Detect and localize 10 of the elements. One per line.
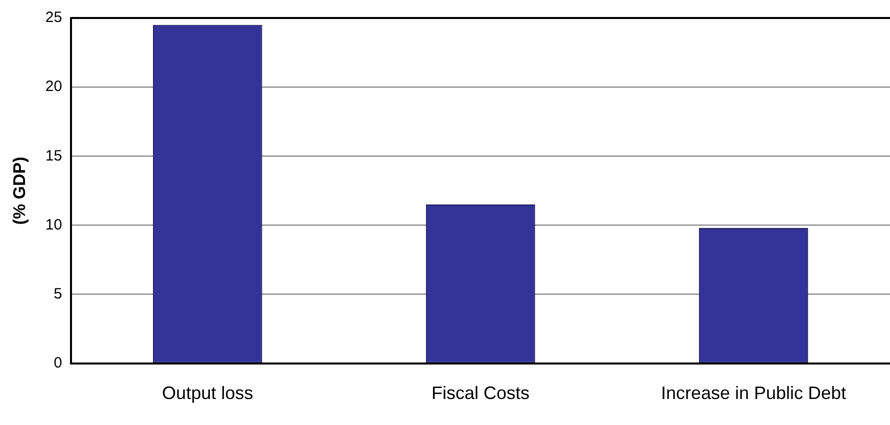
y-tick-label: 10 <box>45 216 62 234</box>
y-tick-label: 20 <box>45 78 62 96</box>
x-tick-label: Fiscal Costs <box>432 383 530 404</box>
y-tick-label: 5 <box>54 285 62 302</box>
x-tick-label: Increase in Public Debt <box>660 383 846 404</box>
y-tick-label: 25 <box>45 9 62 26</box>
x-tick-label: Output loss <box>162 383 254 404</box>
y-tick-label: 15 <box>45 147 62 164</box>
y-axis-title: (% GDP) <box>10 156 29 225</box>
y-tick-label: 0 <box>54 354 62 372</box>
